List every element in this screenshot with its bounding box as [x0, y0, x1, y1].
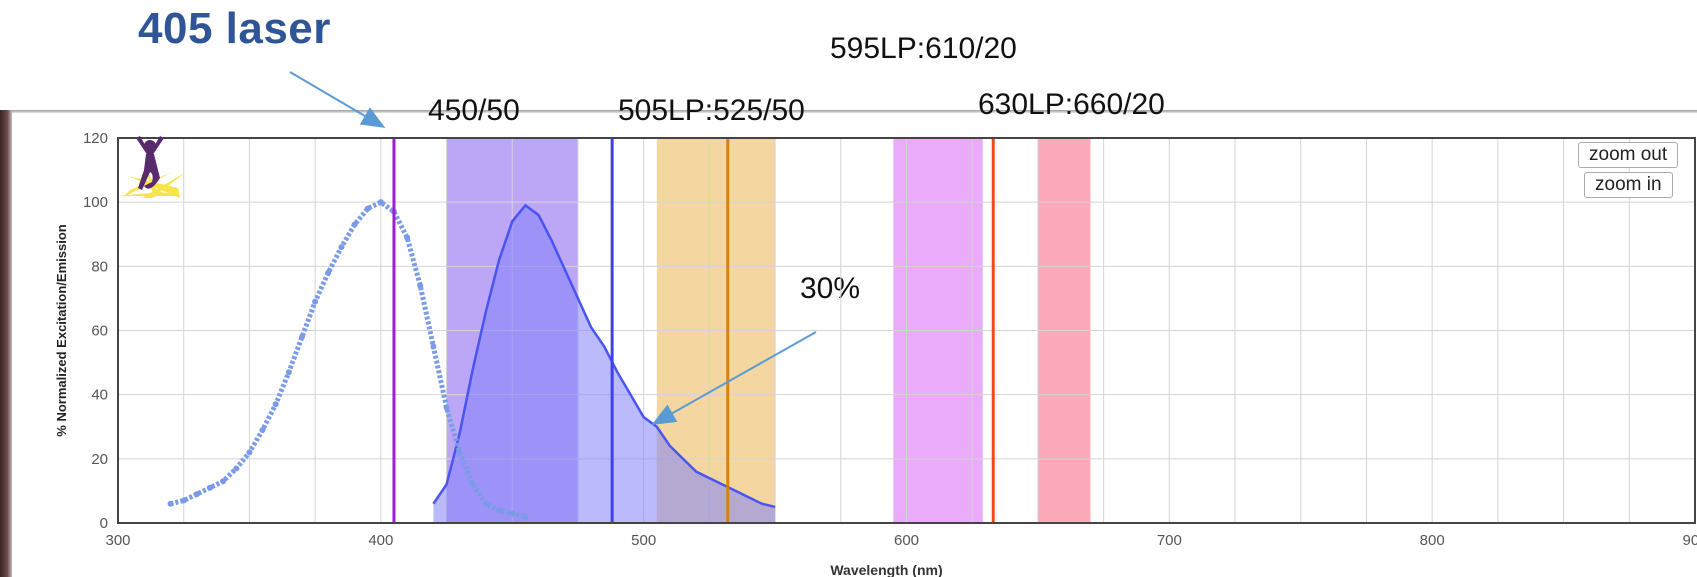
excitation-point	[298, 333, 305, 340]
laser-arrow	[289, 71, 386, 129]
filter-label-630lp: 630LP:660/20	[978, 88, 1165, 121]
filter-label-450-50: 450/50	[428, 94, 520, 127]
figure-sun-logo-icon	[118, 136, 186, 198]
excitation-point	[233, 465, 240, 472]
zoom-in-button[interactable]: zoom in	[1584, 172, 1673, 198]
excitation-point	[430, 343, 437, 350]
percent-arrow	[651, 331, 817, 425]
excitation-line	[169, 199, 526, 520]
excitation-point	[220, 478, 227, 485]
excitation-point	[522, 513, 529, 520]
excitation-point	[312, 298, 319, 305]
y-axis-label: % Normalized Excitation/Emission	[54, 224, 69, 436]
x-tick-label: 600	[894, 532, 919, 549]
y-tick-label: 80	[91, 258, 108, 275]
y-tick-label: 20	[91, 451, 108, 468]
y-tick-label: 120	[83, 130, 108, 147]
excitation-point	[338, 244, 345, 251]
excitation-point	[193, 491, 200, 498]
filter-label-505lp: 505LP:525/50	[618, 94, 805, 127]
laser-title: 405 laser	[138, 4, 331, 53]
excitation-point	[496, 507, 503, 514]
excitation-point	[272, 401, 279, 408]
grid-lines	[117, 137, 1696, 524]
excitation-point	[364, 205, 371, 212]
filter-label-595lp: 595LP:610/20	[830, 32, 1017, 65]
excitation-point	[325, 269, 332, 276]
y-tick-label: 60	[91, 323, 108, 340]
y-tick-label: 0	[100, 515, 108, 532]
excitation-point	[417, 282, 424, 289]
annotation-arrows	[289, 71, 817, 425]
x-tick-label: 800	[1420, 532, 1445, 549]
x-axis-label: Wavelength (nm)	[830, 562, 942, 577]
slide-top-rule	[12, 110, 1697, 113]
excitation-point	[443, 404, 450, 411]
laser-and-dichroic-lines	[392, 138, 995, 523]
excitation-point	[377, 199, 384, 206]
slide-left-edge	[0, 110, 12, 577]
percent-annotation: 30%	[800, 272, 861, 305]
excitation-point	[167, 500, 174, 507]
x-tick-label: 700	[1157, 532, 1182, 549]
excitation-point	[469, 481, 476, 488]
excitation-point	[206, 484, 213, 491]
y-tick-label: 100	[83, 194, 108, 211]
y-tick-label: 40	[91, 387, 108, 404]
spectra	[167, 199, 776, 523]
excitation-point	[482, 500, 489, 507]
excitation-point	[285, 369, 292, 376]
x-tick-label: 500	[631, 532, 656, 549]
excitation-point	[404, 234, 411, 241]
excitation-point	[509, 510, 516, 517]
x-tick-label: 400	[368, 532, 393, 549]
x-tick-label: 900	[1682, 532, 1697, 549]
excitation-point	[351, 221, 358, 228]
excitation-point	[456, 449, 463, 456]
excitation-point	[246, 449, 253, 456]
zoom-out-button[interactable]: zoom out	[1578, 142, 1679, 168]
emission-area	[433, 205, 776, 523]
plot-frame	[117, 137, 1696, 524]
emission-line	[432, 203, 776, 509]
x-tick-label: 300	[105, 532, 130, 549]
excitation-point	[259, 426, 266, 433]
axes: 300 400 500 600 700 800 900 0 20 40 60 80 100 120 Wave…	[54, 130, 1697, 577]
excitation-point	[180, 497, 187, 504]
